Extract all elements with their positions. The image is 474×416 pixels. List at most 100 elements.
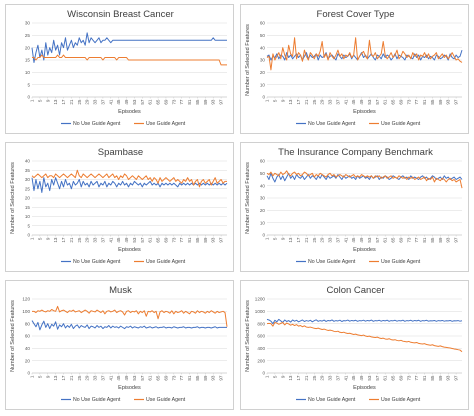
x-tick-label: 97 (454, 375, 459, 381)
x-tick-label: 1 (30, 99, 35, 102)
x-tick-label: 17 (61, 237, 66, 243)
x-tick-label: 29 (320, 99, 325, 105)
x-tick-label: 9 (280, 375, 285, 378)
x-tick-label: 29 (85, 237, 90, 243)
y-tick-label: 10 (260, 220, 266, 225)
x-tick-label: 45 (116, 99, 121, 105)
legend-label-2: Use Guide Agent (146, 259, 186, 265)
y-tick-label: 25 (25, 33, 31, 38)
x-tick-label: 73 (406, 375, 411, 381)
x-tick-label: 85 (430, 375, 435, 381)
y-tick-label: 1000 (255, 309, 266, 314)
x-tick-label: 21 (69, 99, 74, 105)
x-tick-label: 61 (383, 375, 388, 381)
series-line-1 (31, 32, 227, 63)
x-tick-label: 21 (304, 375, 309, 381)
x-tick-label: 21 (69, 237, 74, 243)
x-tick-label: 1 (265, 99, 270, 102)
x-tick-label: 77 (414, 99, 419, 105)
y-axis-label: Number of Selected Features (10, 300, 16, 372)
x-tick-label: 85 (195, 99, 200, 105)
chart-panel-insurance-company-benchmark: The Insurance Company Benchmark 0 10 20 30 40… (240, 142, 469, 272)
legend-label-2: Use Guide Agent (146, 397, 186, 403)
x-tick-label: 41 (343, 375, 348, 381)
x-tick-label: 29 (85, 99, 90, 105)
x-tick-label: 33 (328, 237, 333, 243)
x-tick-label: 49 (124, 375, 129, 381)
x-tick-label: 65 (391, 99, 396, 105)
x-tick-label: 25 (312, 375, 317, 381)
x-tick-label: 97 (219, 375, 224, 381)
x-tick-label: 81 (187, 99, 192, 105)
y-tick-label: 100 (22, 309, 30, 314)
legend-label-2: Use Guide Agent (381, 121, 421, 127)
x-tick-label: 29 (320, 375, 325, 381)
y-tick-label: 20 (25, 196, 31, 201)
x-tick-label: 77 (414, 237, 419, 243)
y-tick-label: 0 (262, 95, 265, 100)
x-tick-label: 49 (124, 237, 129, 243)
x-tick-label: 13 (288, 375, 293, 381)
x-tick-label: 37 (100, 99, 105, 105)
x-tick-label: 65 (391, 237, 396, 243)
x-tick-label: 89 (203, 237, 208, 243)
x-tick-label: 97 (219, 237, 224, 243)
legend-label-1: No Use Guide Agent (73, 259, 121, 265)
x-tick-label: 81 (422, 375, 427, 381)
x-tick-label: 29 (320, 237, 325, 243)
y-tick-label: 60 (25, 334, 31, 339)
x-tick-label: 57 (375, 375, 380, 381)
x-tick-label: 21 (69, 375, 74, 381)
chart-title: Wisconsin Breast Cancer (67, 9, 174, 20)
series-line-2 (266, 37, 463, 71)
series-line-1 (31, 320, 227, 331)
legend-label-2: Use Guide Agent (146, 121, 186, 127)
x-axis-label: Episodes (118, 109, 141, 115)
y-tick-label: 10 (25, 70, 31, 75)
y-tick-label: 0 (27, 233, 30, 238)
x-tick-label: 1 (265, 375, 270, 378)
x-tick-label: 33 (328, 375, 333, 381)
x-tick-label: 45 (116, 237, 121, 243)
x-tick-label: 85 (195, 375, 200, 381)
y-tick-label: 5 (27, 223, 30, 228)
x-tick-label: 93 (211, 375, 216, 381)
y-tick-label: 30 (260, 196, 266, 201)
x-tick-label: 13 (53, 375, 58, 381)
x-tick-label: 45 (351, 375, 356, 381)
x-tick-label: 9 (45, 99, 50, 102)
y-tick-label: 30 (25, 21, 31, 26)
x-tick-label: 89 (203, 375, 208, 381)
legend-label-1: No Use Guide Agent (308, 259, 356, 265)
x-tick-label: 33 (93, 99, 98, 105)
chart-title: Musk (109, 285, 132, 296)
x-tick-label: 73 (171, 99, 176, 105)
x-tick-label: 73 (406, 237, 411, 243)
x-tick-label: 25 (77, 375, 82, 381)
x-tick-label: 49 (124, 99, 129, 105)
x-tick-label: 37 (100, 375, 105, 381)
x-tick-label: 77 (179, 237, 184, 243)
x-tick-label: 41 (343, 99, 348, 105)
chart-colon-cancer: Colon Cancer 0 200 400 600 800 1000 1200 1 5 9 13 17… (245, 285, 463, 403)
x-tick-label: 5 (272, 237, 277, 240)
x-tick-label: 5 (37, 375, 42, 378)
x-tick-label: 53 (132, 237, 137, 243)
x-tick-label: 53 (132, 375, 137, 381)
x-tick-label: 89 (438, 99, 443, 105)
legend-label-1: No Use Guide Agent (73, 121, 121, 127)
x-tick-label: 13 (53, 99, 58, 105)
legend-label-1: No Use Guide Agent (308, 397, 356, 403)
x-tick-label: 33 (93, 375, 98, 381)
legend-label-1: No Use Guide Agent (308, 121, 356, 127)
y-tick-label: 0 (27, 95, 30, 100)
x-tick-label: 37 (335, 99, 340, 105)
x-tick-label: 5 (272, 375, 277, 378)
series-line-2 (31, 169, 227, 188)
x-tick-label: 49 (359, 375, 364, 381)
x-axis-label: Episodes (118, 247, 141, 253)
y-tick-label: 10 (25, 214, 31, 219)
x-tick-label: 25 (312, 99, 317, 105)
